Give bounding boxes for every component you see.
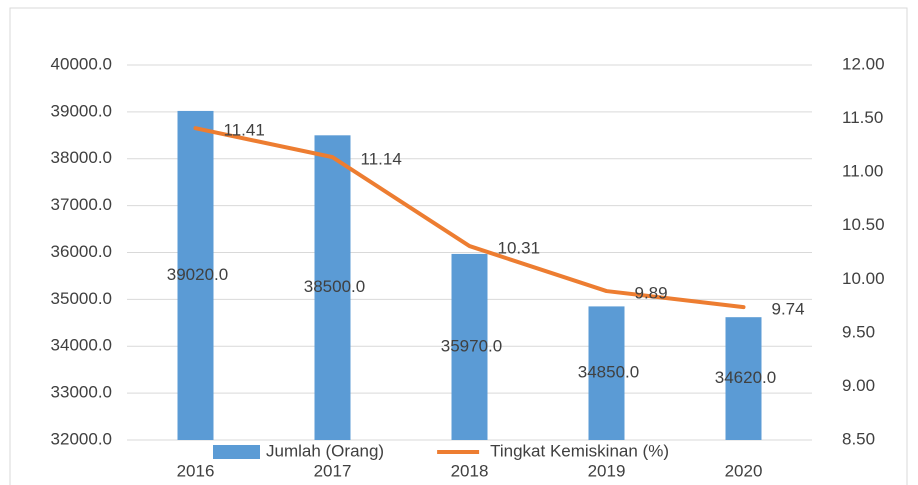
y-tick-label: 35000.0 [51,289,112,308]
line-value-label: 9.74 [772,300,805,319]
bar-value-label: 34850.0 [578,363,639,382]
y-tick-label: 40000.0 [51,54,112,73]
x-tick-label: 2016 [177,461,215,480]
y2-tick-label: 10.50 [842,215,885,234]
y2-tick-label: 8.50 [842,429,875,448]
legend-label: Tingkat Kemiskinan (%) [490,441,669,460]
x-tick-label: 2017 [314,461,352,480]
x-tick-label: 2019 [588,461,626,480]
bar [314,135,351,440]
y-tick-label: 33000.0 [51,383,112,402]
chart-border [9,7,908,485]
bar-value-label: 38500.0 [304,277,365,296]
line [193,126,746,310]
x-tick-label: 2018 [451,461,489,480]
bar [725,317,762,440]
bar-value-label: 35970.0 [441,336,502,355]
y2-tick-label: 11.50 [842,108,883,127]
y-tick-label: 34000.0 [51,336,112,355]
y-tick-label: 39000.0 [51,101,112,120]
y-tick-label: 37000.0 [51,195,112,214]
bar-value-label: 39020.0 [167,265,228,284]
legend-label: Jumlah (Orang) [266,441,384,460]
y2-tick-label: 9.00 [842,376,875,395]
y2-tick-label: 11.00 [842,162,883,181]
x-tick-label: 2020 [725,461,763,480]
y-tick-label: 38000.0 [51,148,112,167]
bar [451,253,488,440]
y2-tick-label: 9.50 [842,322,875,341]
line-value-label: 11.41 [224,121,265,140]
y2-tick-label: 10.00 [842,269,885,288]
line-value-label: 10.31 [498,239,541,258]
y2-tick-label: 12.00 [842,54,885,73]
bar [177,110,214,440]
y-tick-label: 32000.0 [51,429,112,448]
bar [588,306,625,440]
bar-value-label: 34620.0 [715,368,776,387]
legend-swatch [213,445,260,459]
line-value-label: 9.89 [635,284,668,303]
line-value-label: 11.14 [361,150,402,169]
y-tick-label: 36000.0 [51,242,112,261]
